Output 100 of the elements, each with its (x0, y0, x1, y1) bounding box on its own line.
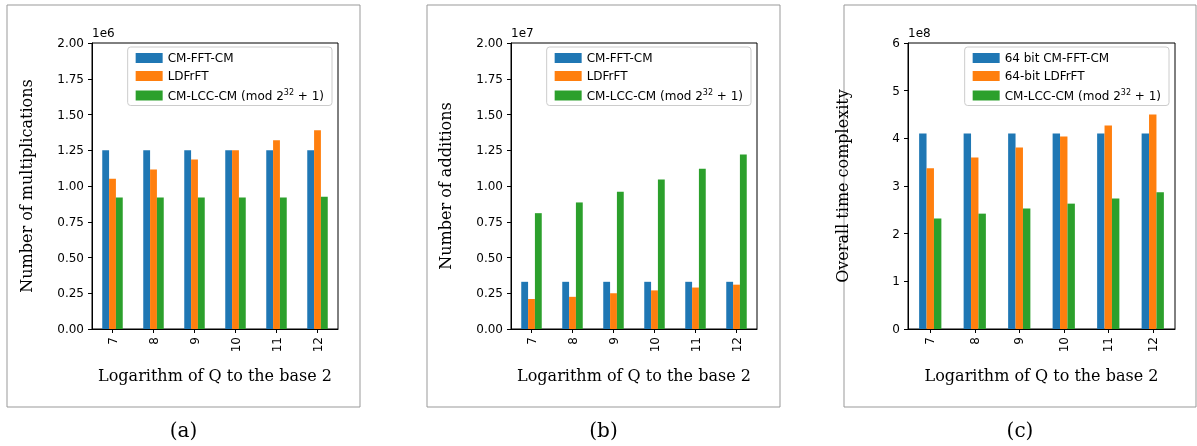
legend-label: CM-FFT-CM (586, 51, 653, 65)
bar (102, 150, 110, 329)
bar (521, 281, 529, 329)
y-tick-label: 6 (892, 36, 900, 50)
x-tick-label: 12 (729, 337, 744, 353)
x-tick-label: 7 (923, 337, 938, 345)
bar (692, 287, 699, 329)
y-axis-title: Number of additions (435, 102, 455, 270)
y-tick-label: 1.75 (476, 71, 503, 86)
x-axis-title: Logarithm of Q to the base 2 (98, 365, 332, 385)
legend-label: CM-FFT-CM (167, 51, 234, 65)
x-axis-title: Logarithm of Q to the base 2 (517, 365, 751, 385)
y-tick-label: 5 (892, 83, 900, 98)
bar (115, 197, 123, 329)
x-tick-label: 8 (967, 337, 982, 345)
x-tick-label: 8 (565, 337, 580, 345)
text: 1e7 (511, 26, 534, 40)
y-tick-label: 1.25 (57, 143, 84, 158)
bar (610, 293, 617, 329)
y-tick-label: 0.25 (57, 286, 84, 301)
text: (c) (1006, 418, 1034, 442)
bar (1015, 147, 1023, 329)
bar (534, 213, 542, 329)
legend-label: LDFrFT (586, 69, 629, 83)
y-tick-label: 0.25 (476, 286, 503, 301)
x-tick-label: 9 (187, 337, 202, 345)
x-axis-title: Logarithm of Q to the base 2 (924, 365, 1159, 385)
y-tick-label: 2.00 (57, 36, 84, 50)
x-tick-label: 10 (647, 337, 662, 353)
bar (657, 179, 665, 329)
y-tick-label: 1.00 (476, 179, 503, 193)
bar (1067, 203, 1075, 329)
y-tick-label: 1.00 (57, 179, 84, 193)
x-tick-label: 8 (146, 337, 161, 345)
bar (569, 296, 576, 329)
bar (320, 196, 328, 329)
x-tick-label: 10 (1056, 337, 1071, 353)
bar (1097, 133, 1105, 329)
bar (232, 150, 239, 329)
bar (739, 154, 747, 329)
bar (197, 197, 205, 329)
bar (273, 140, 280, 329)
bar (933, 218, 942, 329)
bar (238, 197, 246, 329)
bar (528, 298, 535, 329)
bar (1104, 125, 1112, 329)
text: 1e6 (92, 26, 115, 40)
bar (156, 197, 164, 329)
x-tick-label: 9 (1012, 337, 1027, 345)
bar (1141, 133, 1150, 329)
legend-label: LDFrFT (167, 69, 210, 83)
y-tick-label: 0.00 (57, 322, 84, 336)
y-tick-label: 1.50 (57, 107, 84, 122)
x-tick-label: 11 (1101, 337, 1116, 353)
x-tick-label: 11 (269, 337, 284, 353)
bar (978, 213, 986, 329)
bar (1008, 133, 1016, 329)
x-tick-label: 9 (606, 337, 621, 345)
bar (1052, 133, 1061, 329)
bar (314, 130, 321, 329)
bar (191, 159, 198, 329)
x-tick-label: 7 (105, 337, 120, 345)
y-tick-label: 1.25 (476, 143, 503, 158)
bar (184, 150, 192, 329)
bar (150, 169, 157, 329)
y-tick-label: 0 (892, 322, 900, 336)
bar (1149, 114, 1157, 329)
bar (307, 150, 315, 329)
bar (225, 150, 233, 329)
text: (b) (589, 418, 618, 442)
x-tick-label: 10 (228, 337, 243, 353)
bar (143, 150, 151, 329)
y-tick-label: 2.00 (476, 36, 503, 50)
text: 1e8 (908, 26, 931, 40)
bar (644, 281, 652, 329)
y-tick-label: 0.50 (476, 250, 503, 265)
bar (603, 281, 611, 329)
legend-label: 64-bit LDFrFT (1004, 69, 1086, 83)
bar (575, 202, 583, 329)
bar (562, 281, 570, 329)
y-tick-label: 4 (892, 131, 900, 146)
legend-label: 64 bit CM-FFT-CM (1004, 51, 1110, 65)
x-tick-label: 12 (310, 337, 325, 353)
y-tick-label: 0.50 (57, 250, 84, 265)
y-tick-label: 0.75 (57, 214, 84, 229)
bar (685, 281, 693, 329)
y-axis-title: Number of multiplications (16, 79, 36, 293)
bar (651, 290, 658, 329)
bar (919, 133, 927, 329)
bar (1060, 136, 1068, 329)
bar (698, 168, 706, 329)
bar (1022, 208, 1031, 329)
x-tick-label: 11 (688, 337, 703, 353)
y-tick-label: 2 (892, 226, 900, 241)
bar (1156, 192, 1164, 329)
bar (616, 191, 624, 329)
text: (a) (169, 418, 198, 442)
x-tick-label: 12 (1145, 337, 1160, 353)
bar (279, 197, 287, 329)
y-tick-label: 1.75 (57, 71, 84, 86)
